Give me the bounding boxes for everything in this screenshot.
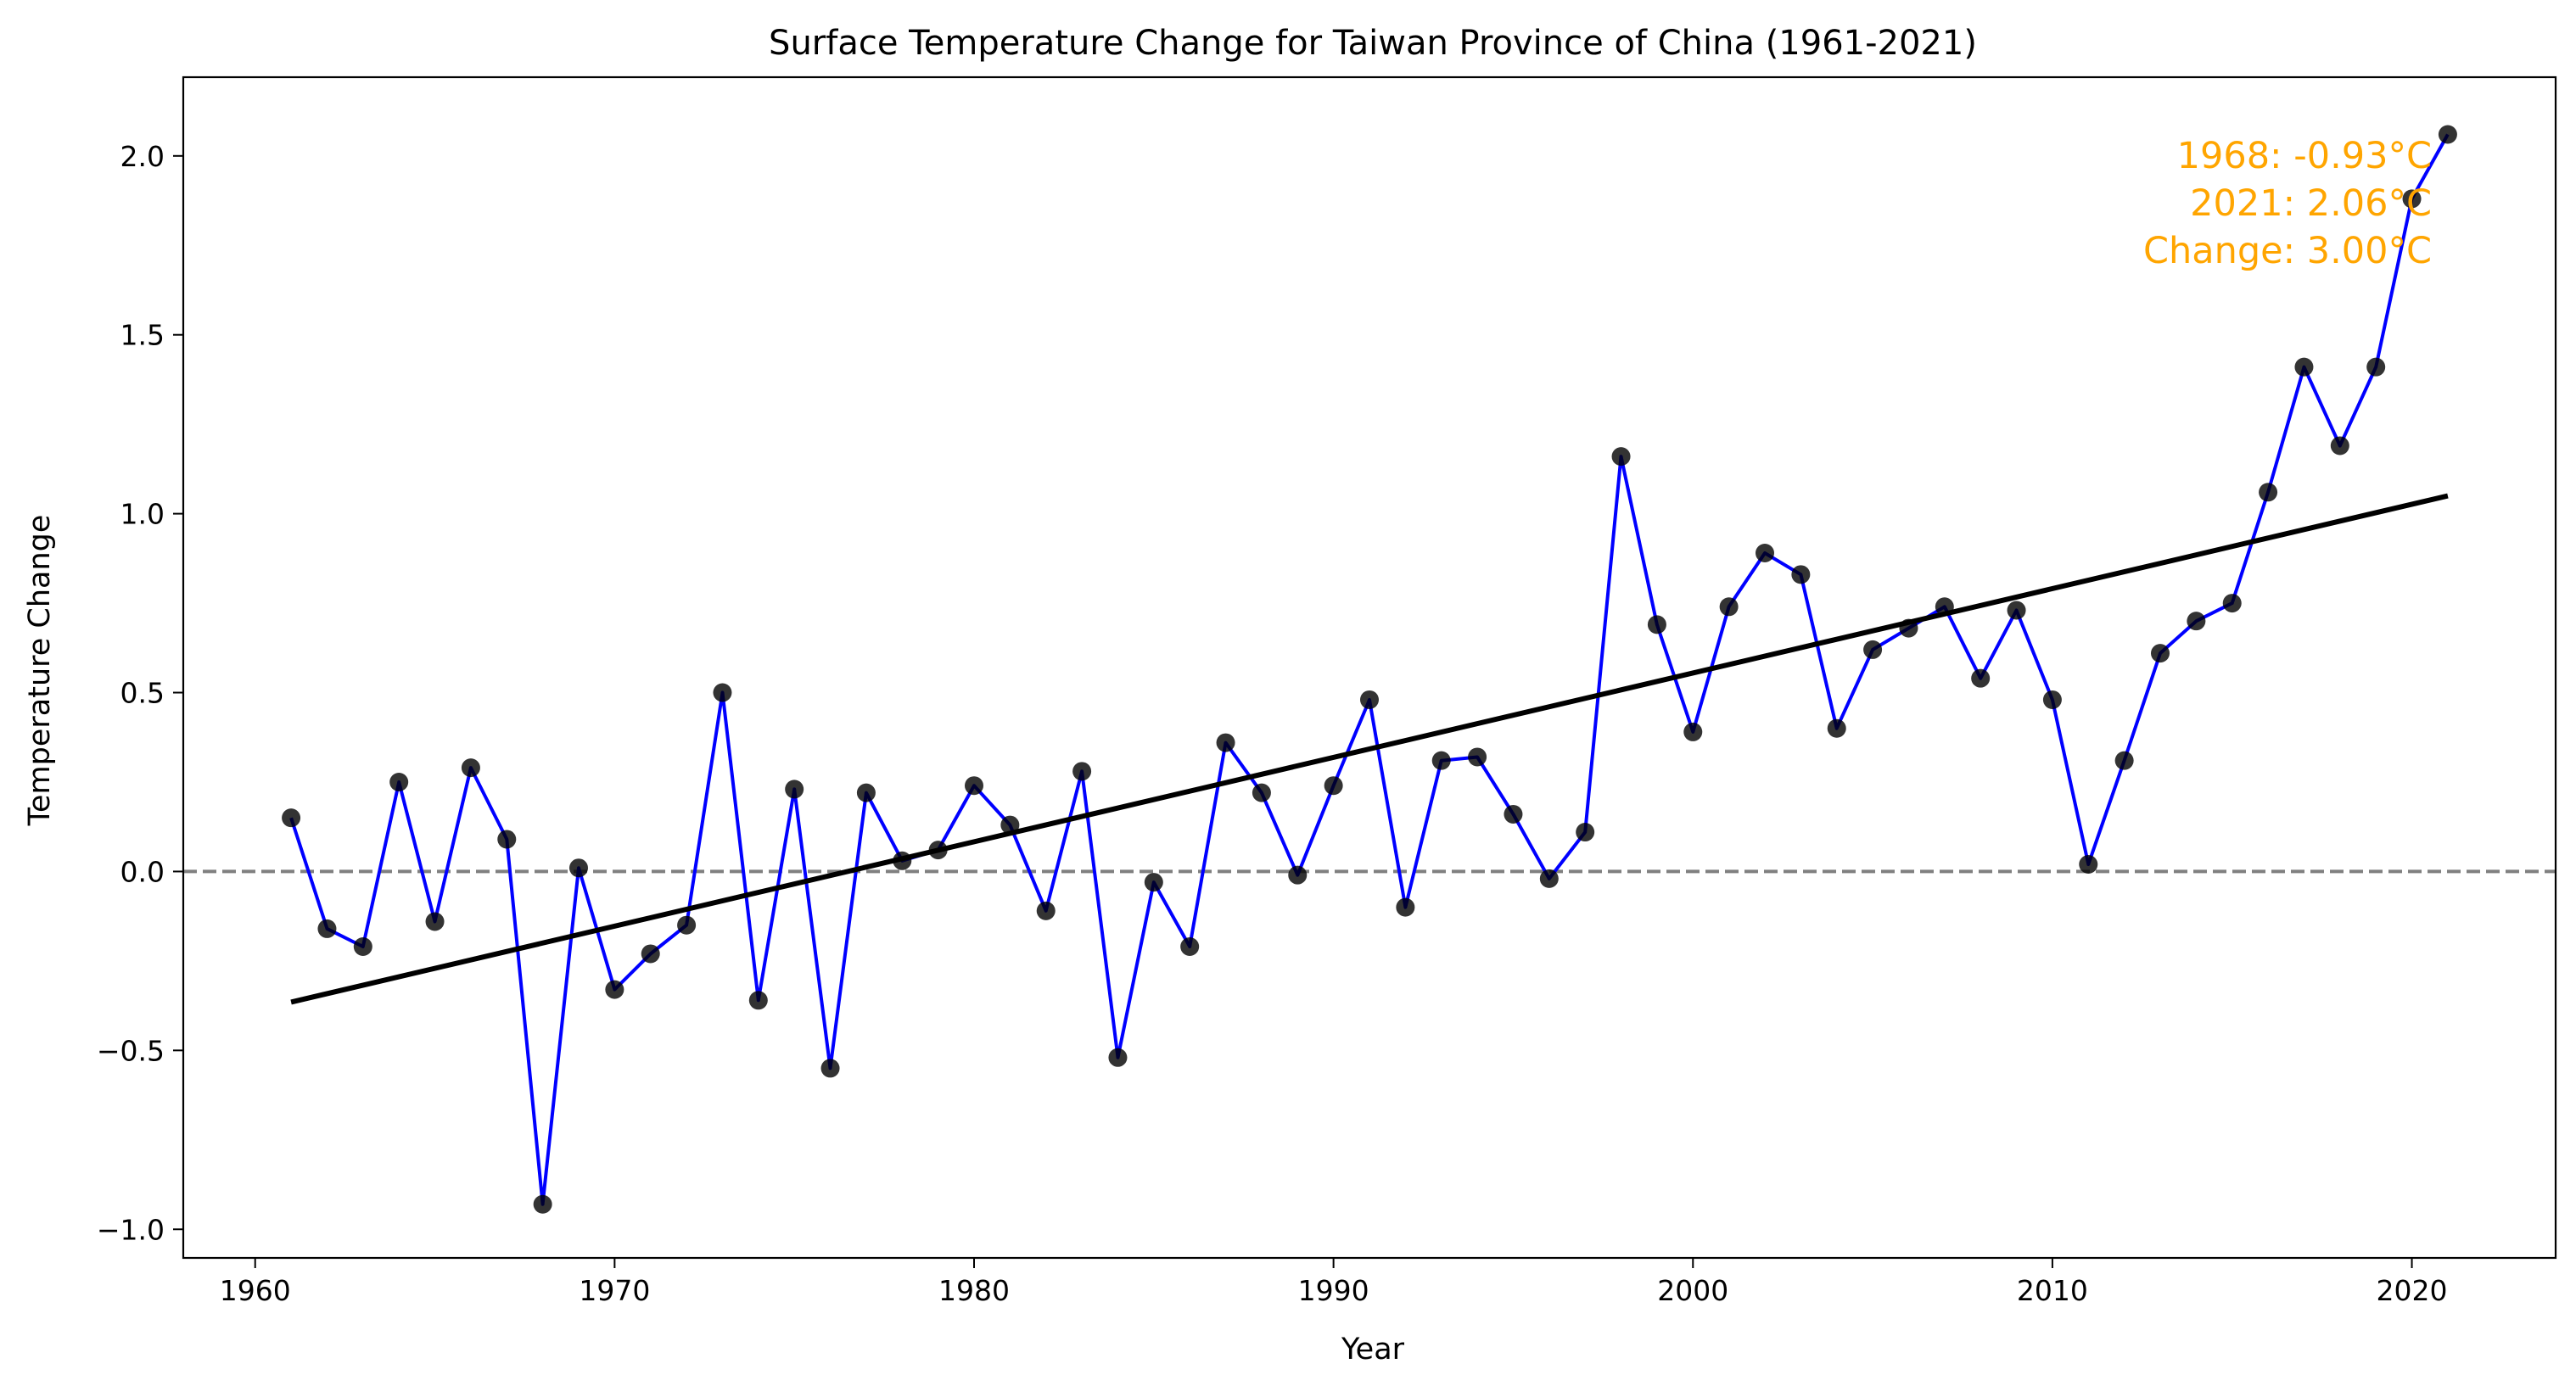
data-point bbox=[1108, 1048, 1128, 1067]
plot-area bbox=[183, 125, 2556, 1214]
annotation-line-3: Change: 3.00°C bbox=[2143, 230, 2432, 272]
data-point bbox=[2259, 483, 2278, 502]
data-point bbox=[2079, 855, 2098, 874]
data-point bbox=[820, 1059, 840, 1078]
data-point bbox=[713, 683, 732, 702]
data-point bbox=[1899, 618, 1918, 638]
data-point bbox=[533, 1194, 552, 1214]
temperature-series-line bbox=[289, 133, 2450, 1206]
data-point bbox=[1539, 869, 1559, 888]
data-point bbox=[1647, 615, 1666, 634]
y-tick-label: 0.5 bbox=[120, 677, 165, 710]
data-point bbox=[2438, 125, 2457, 144]
data-point bbox=[569, 858, 588, 878]
data-point bbox=[1611, 447, 1631, 467]
data-point bbox=[2294, 357, 2314, 377]
data-point bbox=[1396, 897, 1415, 917]
data-point bbox=[2151, 644, 2170, 663]
data-point bbox=[1252, 783, 1271, 802]
data-point bbox=[1180, 937, 1200, 957]
data-point bbox=[928, 841, 948, 860]
data-point bbox=[317, 919, 337, 938]
data-point bbox=[677, 915, 697, 935]
data-point bbox=[1360, 690, 1379, 709]
data-point bbox=[1935, 597, 1954, 617]
data-point bbox=[1827, 718, 1846, 738]
annotation-line-2: 2021: 2.06°C bbox=[2190, 182, 2432, 225]
x-axis: 1960 1970 1980 1990 2000 2010 2020 bbox=[220, 1258, 2448, 1307]
data-point bbox=[1576, 823, 1595, 842]
y-axis: −1.0 −0.5 0.0 0.5 1.0 1.5 2.0 bbox=[97, 140, 183, 1246]
chart-title: Surface Temperature Change for Taiwan Pr… bbox=[769, 24, 1977, 63]
x-tick-label: 1970 bbox=[579, 1274, 650, 1307]
data-point bbox=[1756, 544, 1774, 563]
data-point bbox=[497, 830, 517, 849]
y-tick-label: −0.5 bbox=[97, 1034, 165, 1067]
data-point bbox=[1324, 776, 1343, 796]
data-point bbox=[748, 991, 768, 1010]
data-point bbox=[1072, 762, 1092, 781]
data-point bbox=[282, 808, 301, 828]
data-point bbox=[785, 780, 804, 799]
data-point bbox=[461, 758, 480, 778]
data-point bbox=[2330, 436, 2349, 455]
data-point bbox=[1971, 668, 1991, 688]
data-point bbox=[1431, 751, 1451, 770]
data-point bbox=[856, 783, 876, 802]
data-point bbox=[1468, 747, 1487, 767]
data-point bbox=[1863, 640, 1883, 659]
data-point bbox=[1036, 901, 1056, 920]
data-point bbox=[641, 944, 660, 964]
data-point bbox=[2114, 751, 2134, 770]
data-point bbox=[965, 776, 983, 796]
x-tick-label: 1990 bbox=[1298, 1274, 1369, 1307]
data-point bbox=[1504, 804, 1523, 824]
data-point bbox=[2402, 189, 2422, 209]
y-tick-label: 1.5 bbox=[120, 319, 165, 352]
data-point bbox=[353, 937, 372, 957]
x-axis-label: Year bbox=[1341, 1333, 1405, 1366]
x-tick-label: 2000 bbox=[1657, 1274, 1728, 1307]
x-tick-label: 2020 bbox=[2377, 1274, 2448, 1307]
data-point bbox=[425, 912, 445, 931]
data-point bbox=[2007, 601, 2026, 620]
data-point bbox=[2187, 612, 2206, 631]
y-tick-label: −1.0 bbox=[97, 1213, 165, 1246]
data-point bbox=[389, 772, 409, 791]
data-point bbox=[1000, 815, 1020, 835]
x-tick-label: 2010 bbox=[2017, 1274, 2088, 1307]
trend-line bbox=[290, 493, 2449, 1005]
data-point bbox=[1683, 722, 1703, 741]
data-point bbox=[893, 851, 912, 870]
y-tick-label: 2.0 bbox=[120, 140, 165, 173]
data-point bbox=[1791, 565, 1811, 584]
plot-frame bbox=[182, 75, 2557, 1260]
data-point bbox=[1144, 873, 1163, 892]
data-point bbox=[1288, 865, 1308, 885]
data-point bbox=[2366, 357, 2386, 377]
x-tick-label: 1980 bbox=[938, 1274, 1010, 1307]
data-point bbox=[2042, 690, 2062, 709]
data-point bbox=[2222, 594, 2242, 613]
data-point bbox=[1719, 597, 1739, 617]
annotation-line-1: 1968: -0.93°C bbox=[2177, 135, 2432, 177]
summary-annotation: 1968: -0.93°C 2021: 2.06°C Change: 3.00°… bbox=[2143, 135, 2432, 272]
x-tick-label: 1960 bbox=[220, 1274, 291, 1307]
data-point bbox=[605, 980, 624, 999]
y-axis-label: Temperature Change bbox=[23, 515, 57, 827]
data-point bbox=[1216, 733, 1235, 752]
y-tick-label: 1.0 bbox=[120, 498, 165, 531]
y-tick-label: 0.0 bbox=[120, 855, 165, 888]
